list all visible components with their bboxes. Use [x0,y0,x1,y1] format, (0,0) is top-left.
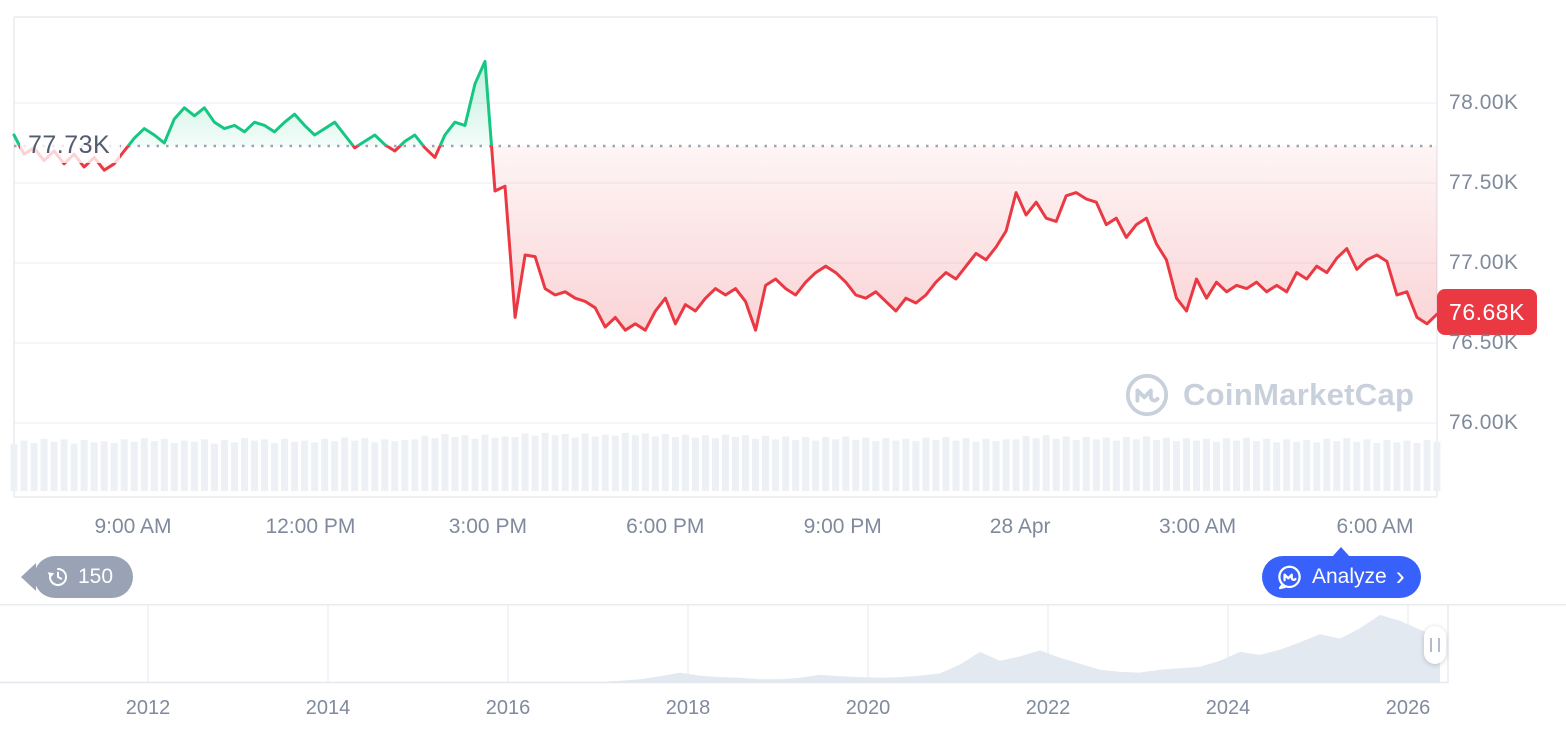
year-label: 2018 [665,697,711,719]
analyze-label: Analyze [1312,565,1387,588]
y-axis-label: 77.00K [1449,251,1519,274]
x-axis-label: 28 Apr [989,515,1051,538]
watermark-text: CoinMarketCap [1183,377,1415,412]
x-axis-label: 3:00 PM [448,515,527,538]
x-axis-label: 9:00 AM [94,515,172,538]
x-axis-label: 9:00 PM [803,515,882,538]
chevron-right-icon: › [1395,560,1405,591]
brush-handle-grip-icon [1430,638,1440,652]
year-label: 2014 [305,697,351,719]
coinmarketcap-logo-icon [1125,373,1169,417]
year-label: 2026 [1385,697,1431,719]
analyze-button[interactable]: Analyze › [1262,556,1421,598]
history-icon [47,567,67,586]
year-label: 2016 [485,697,531,719]
coinmarketcap-watermark: CoinMarketCap [1124,372,1414,418]
baseline-price-label: 77.73K [20,129,121,163]
brush-handle[interactable] [1424,626,1446,664]
year-label: 2022 [1025,697,1071,719]
main-price-chart[interactable] [0,0,1566,500]
x-axis-label: 12:00 PM [265,515,356,538]
history-range-badge[interactable]: 150 [34,556,134,598]
timeline-brush-chart[interactable] [0,604,1566,684]
analyze-chat-icon [1278,565,1301,589]
y-axis-label: 77.50K [1449,171,1519,194]
year-label: 2024 [1205,697,1251,719]
history-count: 150 [78,565,114,588]
x-axis-label: 6:00 AM [1336,515,1414,538]
y-axis-label: 78.00K [1449,91,1519,114]
y-axis-label: 76.00K [1449,411,1519,434]
year-label: 2020 [845,697,891,719]
y-axis-label: 76.50K [1449,331,1519,354]
x-axis-label: 6:00 PM [626,515,705,538]
current-price-badge: 76.68K [1437,289,1537,335]
x-axis-label: 3:00 AM [1159,515,1237,538]
year-label: 2012 [125,697,171,719]
